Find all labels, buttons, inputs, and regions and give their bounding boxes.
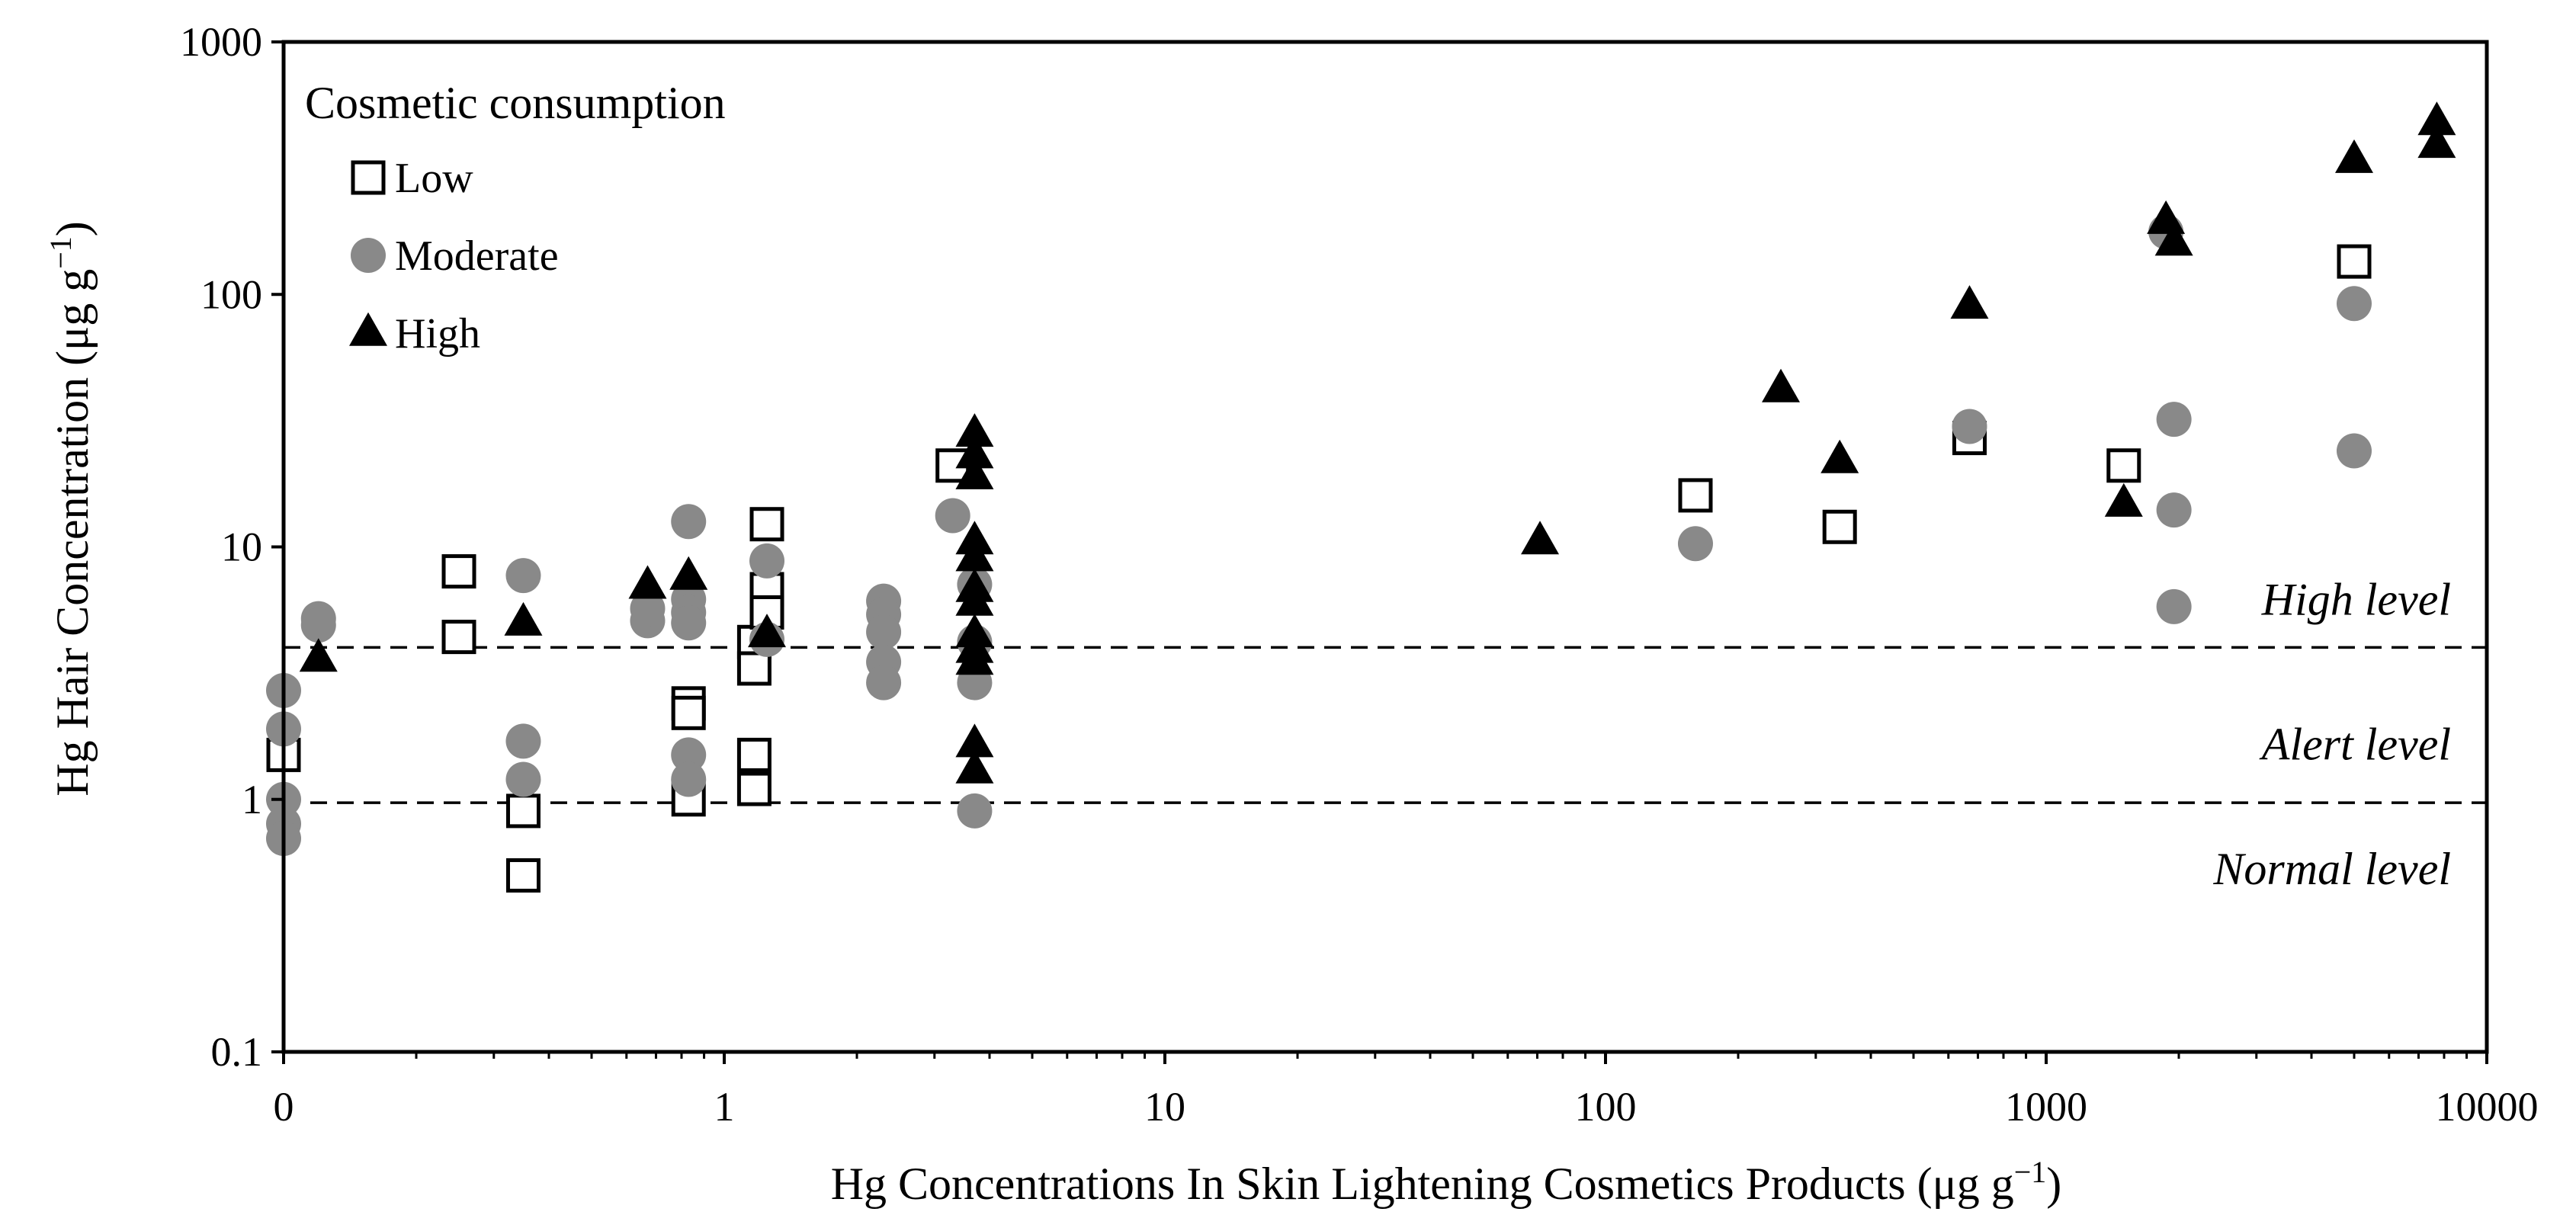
x-tick-label-1: 1 [714, 1084, 735, 1130]
zone-label-1: Alert level [2259, 720, 2451, 770]
point-moderate [749, 543, 785, 579]
point-low [505, 858, 541, 893]
legend-marker-low [351, 160, 386, 195]
x-tick-label-4: 1000 [2005, 1084, 2087, 1130]
point-high [955, 749, 994, 784]
zone-labels: High level Alert level Normal level [2212, 574, 2451, 894]
point-high [955, 413, 994, 447]
x-tick-label-2: 10 [1144, 1084, 1185, 1130]
point-moderate [505, 723, 541, 759]
point-low [749, 507, 784, 542]
zone-label-0: High level [2261, 574, 2451, 624]
legend-label-high: High [395, 310, 480, 357]
x-axis-title: Hg Concentrations In Skin Lightening Cos… [831, 1155, 2062, 1209]
axis-ticks [271, 40, 2488, 1064]
y-tick-label-1: 1 [242, 777, 262, 822]
point-low [671, 695, 706, 730]
point-low [505, 793, 541, 829]
point-moderate [1677, 526, 1713, 562]
point-moderate [935, 498, 970, 534]
point-high [504, 601, 543, 636]
point-moderate [671, 504, 707, 540]
zone-label-2: Normal level [2212, 844, 2451, 894]
point-low [2337, 244, 2372, 279]
point-high [2147, 200, 2186, 234]
legend: Cosmetic consumption Low Moderate High [305, 78, 726, 357]
series-low [266, 244, 2372, 893]
point-high [955, 723, 994, 758]
point-moderate [2156, 402, 2192, 438]
point-moderate [2156, 588, 2192, 624]
point-moderate [505, 761, 541, 797]
point-high [955, 521, 994, 555]
x-tick-label-0: 0 [274, 1084, 294, 1130]
point-low [736, 771, 772, 806]
point-high [2154, 222, 2193, 256]
y-axis-title-close: ) [47, 221, 98, 236]
plot-frame [281, 40, 2489, 1054]
point-moderate [630, 591, 666, 627]
data-points [266, 101, 2456, 893]
point-moderate [671, 737, 707, 773]
point-high [955, 434, 994, 469]
y-axis-title-superscript: −1 [43, 236, 78, 269]
point-high [1521, 521, 1560, 555]
x-axis-title-superscript: −1 [2014, 1155, 2047, 1189]
point-moderate [866, 665, 902, 700]
point-low [1822, 509, 1857, 544]
point-high [1821, 439, 1859, 473]
point-high [2417, 101, 2456, 136]
tick-labels: 0 1 10 100 1000 10000 0.1 1 10 100 1000 [180, 19, 2539, 1130]
legend-title: Cosmetic consumption [305, 78, 726, 128]
reference-lines [284, 646, 2487, 804]
point-high [628, 565, 667, 599]
y-axis-title-text: Hg Hair Concentration (μg g [47, 269, 98, 797]
y-axis-title: Hg Hair Concentration (μg g−1) [43, 221, 98, 797]
point-moderate [2156, 492, 2192, 528]
point-high [299, 638, 338, 672]
point-moderate [505, 558, 541, 594]
y-tick-label-3: 100 [200, 271, 262, 317]
point-moderate [300, 607, 336, 643]
y-tick-label-0: 0.1 [211, 1029, 263, 1075]
point-moderate [866, 614, 902, 650]
point-high [1950, 285, 1989, 319]
legend-label-low: Low [395, 155, 473, 202]
point-low [736, 651, 772, 686]
legend-marker-high [349, 312, 387, 346]
legend-marker-moderate [351, 238, 386, 273]
point-high [955, 537, 994, 572]
point-moderate [671, 605, 707, 641]
y-tick-label-4: 1000 [180, 19, 262, 65]
point-high [669, 556, 708, 590]
point-high [955, 641, 994, 675]
point-high [2104, 482, 2143, 517]
point-moderate [671, 761, 707, 797]
point-moderate [957, 793, 993, 829]
point-low [1678, 478, 1713, 513]
y-tick-label-2: 10 [221, 524, 262, 570]
point-moderate [2337, 433, 2372, 469]
legend-label-moderate: Moderate [395, 232, 559, 280]
point-high [2335, 139, 2374, 173]
x-tick-label-3: 100 [1575, 1084, 1637, 1130]
series-moderate [266, 214, 2372, 857]
point-high [955, 582, 994, 616]
point-low [441, 554, 476, 589]
series-high [299, 101, 2456, 784]
point-low [736, 737, 772, 772]
point-high [1762, 368, 1801, 402]
point-low [2106, 448, 2141, 483]
point-high [2417, 124, 2456, 159]
point-high [955, 455, 994, 489]
x-tick-label-5: 10000 [2436, 1084, 2539, 1130]
x-axis-title-close: ) [2046, 1159, 2061, 1209]
point-moderate [2337, 286, 2372, 322]
point-low [441, 620, 476, 655]
point-high [748, 614, 787, 648]
x-axis-title-text: Hg Concentrations In Skin Lightening Cos… [831, 1159, 2014, 1209]
point-moderate [1952, 409, 1987, 444]
